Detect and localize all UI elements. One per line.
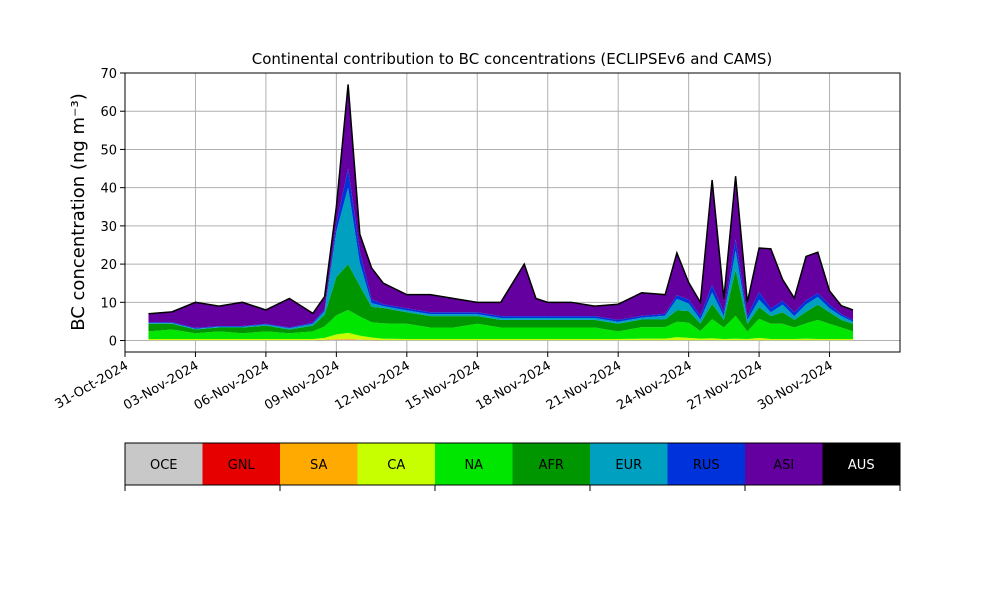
y-axis-label: BC concentration (ng m⁻³) — [68, 93, 89, 331]
y-tick-label: 70 — [100, 67, 117, 82]
chart-title: Continental contribution to BC concentra… — [252, 50, 773, 68]
legend-label-gnl: GNL — [228, 458, 256, 473]
legend-swatch-asi — [745, 443, 823, 485]
y-tick-label: 40 — [100, 182, 117, 197]
x-tick-label: 30-Nov-2024 — [755, 358, 835, 413]
legend-label-oce: OCE — [150, 458, 178, 473]
x-tick-label: 09-Nov-2024 — [262, 358, 342, 413]
x-tick-label: 03-Nov-2024 — [121, 358, 201, 413]
area-na — [148, 309, 854, 340]
legend-swatch-oce — [125, 443, 203, 485]
x-tick-label: 12-Nov-2024 — [333, 358, 413, 413]
area-ca — [148, 332, 854, 341]
y-tick-label: 0 — [109, 335, 117, 350]
x-tick-label: 27-Nov-2024 — [685, 358, 765, 413]
total-outline — [148, 84, 854, 315]
x-tick-label: 06-Nov-2024 — [192, 358, 272, 413]
legend-swatch-afr — [512, 443, 590, 485]
y-tick-label: 20 — [100, 258, 117, 273]
legend-label-aus: AUS — [848, 458, 875, 473]
plot-frame — [124, 72, 901, 353]
legend-swatch-ca — [357, 443, 435, 485]
x-tick-label: 15-Nov-2024 — [403, 358, 483, 413]
colorbar-legend: OCE GNL SA CA NA AFR EUR RUS ASI AUS — [124, 442, 901, 491]
y-tick-label: 30 — [100, 220, 117, 235]
x-tick-label: 24-Nov-2024 — [614, 358, 694, 413]
legend-label-ca: CA — [387, 458, 405, 473]
legend-swatch-na — [435, 443, 513, 485]
area-series — [148, 84, 854, 341]
x-tick-label: 18-Nov-2024 — [473, 358, 553, 413]
legend-swatch-gnl — [202, 443, 280, 485]
legend-label-eur: EUR — [615, 458, 642, 473]
legend-label-na: NA — [464, 458, 483, 473]
legend-label-afr: AFR — [539, 458, 564, 473]
legend-label-asi: ASI — [773, 458, 794, 473]
y-tick-label: 60 — [100, 105, 117, 120]
legend-swatch-sa — [280, 443, 358, 485]
legend-swatch-rus — [667, 443, 745, 485]
y-tick-label: 50 — [100, 143, 117, 158]
legend-label-rus: RUS — [693, 458, 720, 473]
area-afr — [148, 264, 854, 334]
area-asi — [148, 84, 854, 328]
x-tick-label: 21-Nov-2024 — [544, 358, 624, 413]
legend-swatch-aus — [822, 443, 900, 485]
axes: 0 10 20 30 40 50 60 70 31-Oct-202403-Nov-202406-… — [53, 67, 901, 413]
legend-swatch-eur — [590, 443, 668, 485]
legend-frame — [124, 442, 901, 486]
y-tick-label: 10 — [100, 296, 117, 311]
legend-label-sa: SA — [310, 458, 327, 473]
x-tick-label: 31-Oct-2024 — [53, 358, 131, 412]
